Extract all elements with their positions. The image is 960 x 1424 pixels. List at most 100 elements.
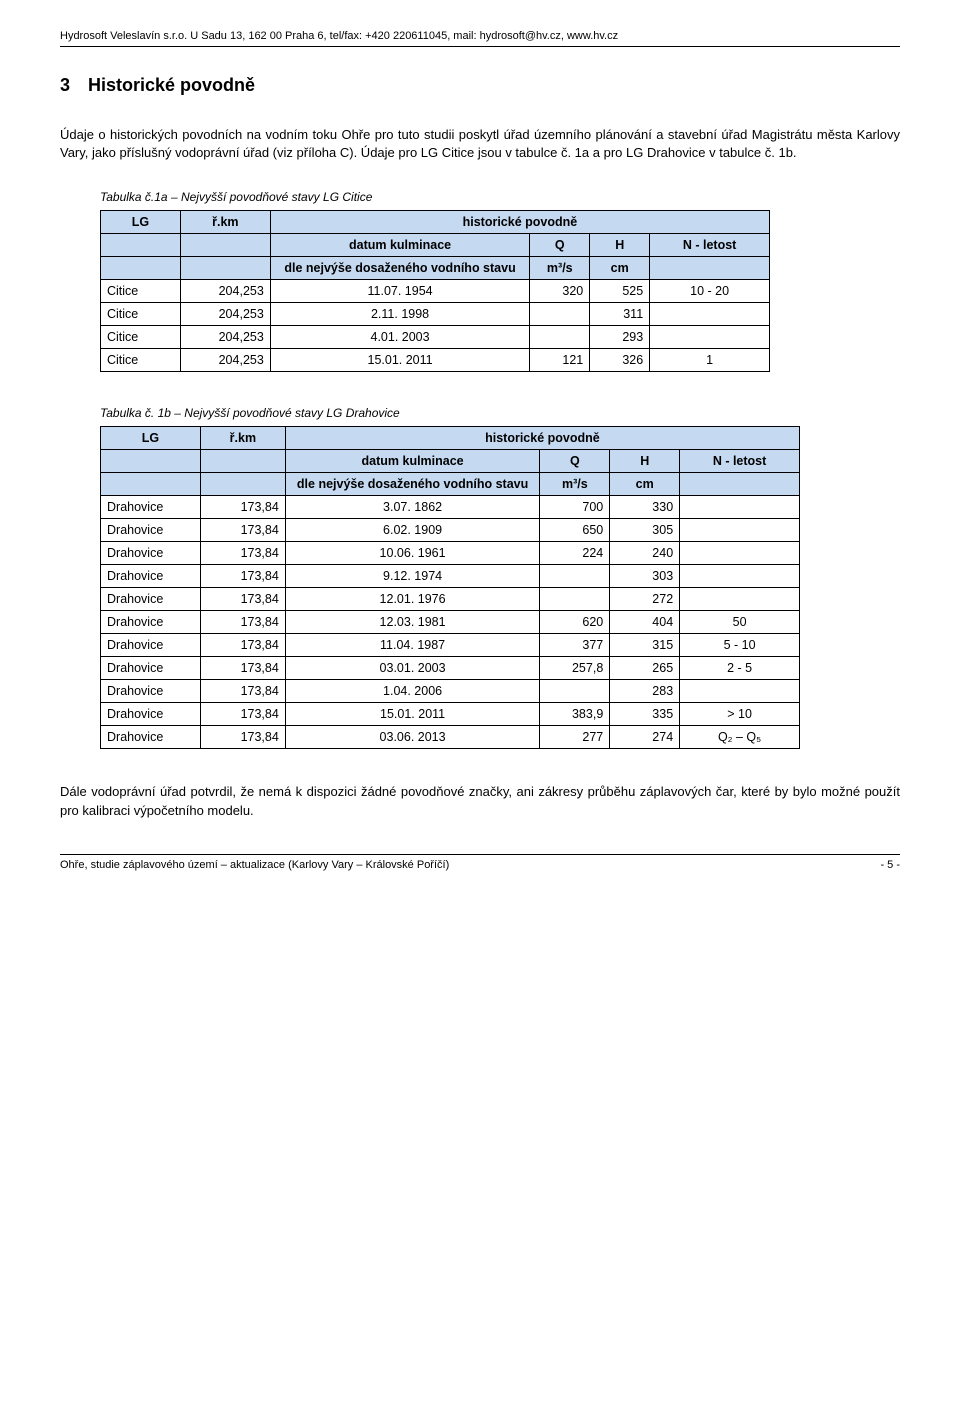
cell-datum: 03.01. 2003 (285, 657, 540, 680)
table-row: Citice204,25311.07. 195432052510 - 20 (101, 280, 770, 303)
header-rule (60, 46, 900, 47)
cell-rkm: 204,253 (180, 303, 270, 326)
cell-datum: 11.04. 1987 (285, 634, 540, 657)
t2-h-m3s: m³/s (540, 473, 610, 496)
cell-datum: 12.03. 1981 (285, 611, 540, 634)
cell-rkm: 173,84 (200, 657, 285, 680)
t1-h-lg: LG (101, 211, 181, 234)
section-title: Historické povodně (88, 75, 255, 95)
cell-rkm: 173,84 (200, 565, 285, 588)
cell-n (680, 680, 800, 703)
cell-h: 240 (610, 542, 680, 565)
cell-lg: Drahovice (101, 611, 201, 634)
cell-lg: Drahovice (101, 565, 201, 588)
cell-n (680, 519, 800, 542)
t1-h-cm: cm (590, 257, 650, 280)
page-footer: Ohře, studie záplavového území – aktuali… (60, 859, 900, 871)
t2-h-q: Q (540, 450, 610, 473)
table-row: Drahovice173,8412.03. 198162040450 (101, 611, 800, 634)
cell-datum: 6.02. 1909 (285, 519, 540, 542)
cell-lg: Drahovice (101, 588, 201, 611)
cell-rkm: 173,84 (200, 680, 285, 703)
cell-n (680, 565, 800, 588)
cell-n: 50 (680, 611, 800, 634)
cell-q: 650 (540, 519, 610, 542)
cell-q: 257,8 (540, 657, 610, 680)
table-row: Citice204,2532.11. 1998 311 (101, 303, 770, 326)
cell-lg: Citice (101, 280, 181, 303)
cell-lg: Drahovice (101, 634, 201, 657)
cell-n: > 10 (680, 703, 800, 726)
footer-left: Ohře, studie záplavového území – aktuali… (60, 859, 449, 871)
cell-lg: Drahovice (101, 519, 201, 542)
cell-n (680, 588, 800, 611)
table-row: Drahovice173,841.04. 2006283 (101, 680, 800, 703)
t1-blank (180, 257, 270, 280)
cell-datum: 11.07. 1954 (270, 280, 530, 303)
t2-blank (101, 450, 201, 473)
t1-h-datum: datum kulminace (270, 234, 530, 257)
cell-rkm: 173,84 (200, 519, 285, 542)
cell-q: 224 (540, 542, 610, 565)
table1-caption: Tabulka č.1a – Nejvyšší povodňové stavy … (100, 190, 900, 204)
cell-n: 1 (650, 349, 770, 372)
cell-datum: 15.01. 2011 (285, 703, 540, 726)
cell-n (650, 303, 770, 326)
cell-h: 315 (610, 634, 680, 657)
t2-blank (200, 450, 285, 473)
cell-rkm: 173,84 (200, 496, 285, 519)
section-heading: 3 Historické povodně (60, 75, 900, 96)
cell-lg: Drahovice (101, 726, 201, 749)
cell-q: 383,9 (540, 703, 610, 726)
cell-datum: 03.06. 2013 (285, 726, 540, 749)
t2-h-datum: datum kulminace (285, 450, 540, 473)
cell-rkm: 173,84 (200, 611, 285, 634)
table-citice: LG ř.km historické povodně datum kulmina… (100, 210, 770, 372)
t1-h-rkm: ř.km (180, 211, 270, 234)
cell-n (680, 542, 800, 565)
section-number: 3 (60, 75, 70, 95)
cell-datum: 2.11. 1998 (270, 303, 530, 326)
cell-h: 265 (610, 657, 680, 680)
cell-q: 121 (530, 349, 590, 372)
table-row: Drahovice173,846.02. 1909650305 (101, 519, 800, 542)
intro-paragraph: Údaje o historických povodních na vodním… (60, 126, 900, 162)
cell-datum: 10.06. 1961 (285, 542, 540, 565)
t1-blank (101, 257, 181, 280)
cell-rkm: 173,84 (200, 726, 285, 749)
cell-h: 311 (590, 303, 650, 326)
cell-q: 277 (540, 726, 610, 749)
cell-h: 404 (610, 611, 680, 634)
table-row: Drahovice173,849.12. 1974303 (101, 565, 800, 588)
t2-blank (101, 473, 201, 496)
cell-n: Q₂ – Q₅ (680, 726, 800, 749)
cell-lg: Citice (101, 303, 181, 326)
cell-rkm: 173,84 (200, 634, 285, 657)
t2-blank (200, 473, 285, 496)
cell-n (680, 496, 800, 519)
cell-q (530, 326, 590, 349)
t2-blank (680, 473, 800, 496)
cell-q: 620 (540, 611, 610, 634)
cell-n: 2 - 5 (680, 657, 800, 680)
cell-n (650, 326, 770, 349)
t1-h-stavu: dle nejvýše dosaženého vodního stavu (270, 257, 530, 280)
table-row: Drahovice173,8415.01. 2011383,9335> 10 (101, 703, 800, 726)
cell-datum: 4.01. 2003 (270, 326, 530, 349)
cell-q: 320 (530, 280, 590, 303)
table-row: Drahovice173,843.07. 1862700330 (101, 496, 800, 519)
cell-h: 525 (590, 280, 650, 303)
cell-rkm: 204,253 (180, 326, 270, 349)
cell-h: 305 (610, 519, 680, 542)
cell-datum: 1.04. 2006 (285, 680, 540, 703)
table-row: Drahovice173,8411.04. 19873773155 - 10 (101, 634, 800, 657)
cell-q (540, 680, 610, 703)
table-row: Drahovice173,8403.01. 2003257,82652 - 5 (101, 657, 800, 680)
cell-lg: Drahovice (101, 542, 201, 565)
cell-lg: Drahovice (101, 496, 201, 519)
cell-lg: Citice (101, 349, 181, 372)
table-row: Citice204,25315.01. 20111213261 (101, 349, 770, 372)
table-drahovice: LG ř.km historické povodně datum kulmina… (100, 426, 800, 749)
t1-h-hist: historické povodně (270, 211, 769, 234)
t2-h-h: H (610, 450, 680, 473)
